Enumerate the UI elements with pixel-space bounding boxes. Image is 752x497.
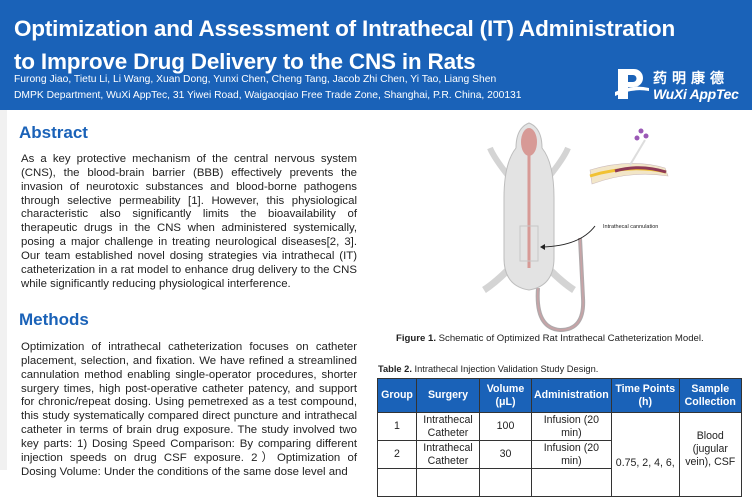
title-line-1: Optimization and Assessment of Intrathec… [14, 16, 676, 41]
title-line-2: to Improve Drug Delivery to the CNS in R… [14, 49, 476, 74]
figure-caption-label: Figure 1. [396, 333, 436, 344]
study-design-table: Group Surgery Volume (μL) Administration… [377, 378, 742, 497]
cell-empty [377, 468, 417, 497]
cell-group: 1 [377, 412, 417, 441]
cell-sample-collection: Blood (jugular vein), CSF [678, 412, 742, 497]
left-margin-strip [0, 110, 7, 470]
table-caption-text: Intrathecal Injection Validation Study D… [411, 364, 599, 374]
col-header: Surgery [416, 378, 480, 413]
abstract-text: As a key protective mechanism of the cen… [21, 153, 357, 290]
cell-surgery: Intrathecal Catheter [416, 440, 480, 469]
methods-text: Optimization of intrathecal catheterizat… [21, 341, 357, 478]
logo-chinese: 药明康德 [653, 71, 729, 87]
authors-block: Furong Jiao, Tietu Li, Li Wang, Xuan Don… [14, 72, 522, 104]
table-row: 2 Intrathecal Catheter 30 Infusion (20 m… [377, 440, 742, 469]
table-2-caption: Table 2. Intrathecal Injection Validatio… [378, 364, 598, 374]
logo-mark-icon [615, 69, 649, 99]
rat-catheterization-schematic: Intrathecal cannulation [480, 118, 700, 338]
logo-english: WuXi AppTec [653, 86, 739, 102]
cell-volume: 100 [479, 412, 532, 441]
cell-empty [479, 468, 532, 497]
table-caption-label: Table 2. [378, 364, 412, 374]
cell-administration: Infusion (20 min) [531, 412, 612, 441]
figure-1-caption: Figure 1. Schematic of Optimized Rat Int… [396, 333, 704, 344]
methods-heading: Methods [19, 310, 89, 329]
col-header: Time Points (h) [610, 378, 680, 413]
cell-empty [531, 468, 612, 497]
affiliation: DMPK Department, WuXi AppTec, 31 Yiwei R… [14, 90, 522, 101]
cell-administration: Infusion (20 min) [531, 440, 612, 469]
table-row: 1 Intrathecal Catheter 100 Infusion (20 … [377, 412, 742, 497]
poster-header: Optimization and Assessment of Intrathec… [0, 0, 752, 110]
col-header: Volume (μL) [479, 378, 532, 413]
cell-surgery: Intrathecal Catheter [416, 412, 480, 441]
intrathecal-cannulation-label: Intrathecal cannulation [603, 224, 659, 230]
table-header-row: Group Surgery Volume (μL) Administration… [377, 378, 742, 413]
wuxi-apptec-logo: 药明康德 WuXi AppTec [615, 66, 745, 106]
col-header: Administration [531, 378, 612, 413]
col-header: Group [377, 378, 417, 413]
cell-time-points: 0.75, 2, 4, 6, [610, 412, 680, 497]
cell-empty [416, 468, 480, 497]
cell-group: 2 [377, 440, 417, 469]
cell-volume: 30 [479, 440, 532, 469]
col-header: Sample Collection [678, 378, 742, 413]
authors: Furong Jiao, Tietu Li, Li Wang, Xuan Don… [14, 74, 497, 85]
abstract-heading: Abstract [19, 123, 88, 142]
poster-title: Optimization and Assessment of Intrathec… [14, 12, 675, 78]
figure-caption-text: Schematic of Optimized Rat Intrathecal C… [435, 333, 704, 344]
